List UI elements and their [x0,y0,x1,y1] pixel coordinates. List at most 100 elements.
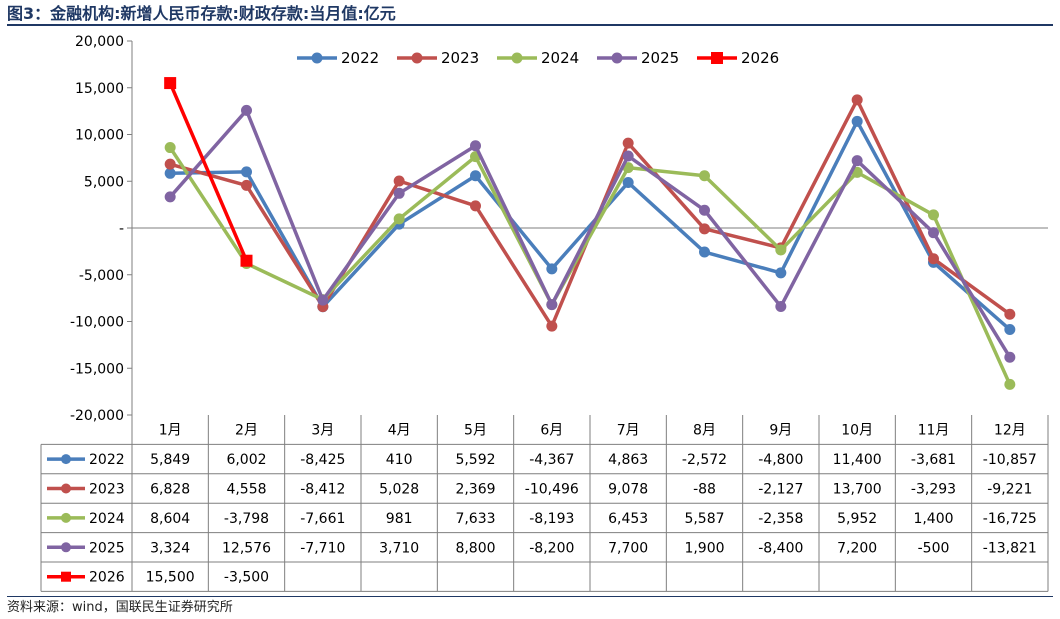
point-marker-2023 [928,253,939,265]
table-key-marker-2023 [61,483,71,494]
point-marker-2023 [470,200,481,212]
table-cell-2025: 12,576 [222,540,271,556]
point-marker-2023 [164,158,176,170]
legend-label-2026: 2026 [741,49,779,67]
table-row-header-2022: 2022 [89,452,125,468]
table-cell-2025: -8,200 [529,540,574,556]
x-tick-label: 8月 [693,423,716,439]
point-marker-2023 [546,320,558,332]
table-cell-2022: 5,849 [150,452,190,468]
table-cell-2026: -3,500 [224,570,269,586]
table-key-marker-2025 [61,542,71,553]
table-row-header-2026: 2026 [89,570,125,586]
x-tick-label: 7月 [617,423,640,439]
table-cell-2024: -2,358 [758,511,803,527]
y-tick-label: -10,000 [70,315,124,331]
table-cell-2025: 7,700 [608,540,648,556]
legend-marker-2024 [511,52,523,64]
series-line-2026 [168,82,249,262]
table-cell-2023: 6,828 [150,482,190,498]
point-marker-2024 [164,142,176,154]
point-marker-2022 [470,170,481,182]
table-cell-2024: -3,798 [224,511,269,527]
table-cell-2024: 8,604 [150,511,190,527]
table-cell-2023: -2,127 [758,482,803,498]
x-tick-label: 11月 [918,423,950,439]
table-cell-2025: -13,821 [983,540,1037,556]
table-cell-2023: -9,221 [987,482,1032,498]
table-cell-2022: -4,367 [529,452,574,468]
y-tick-label: -20,000 [70,408,124,424]
table-cell-2025: 8,800 [455,540,495,556]
point-marker-2025 [699,204,710,216]
x-tick-label: 1月 [159,423,182,439]
table-cell-2024: 981 [386,511,413,527]
point-marker-2025 [546,299,558,311]
table-cell-2025: -500 [918,540,950,556]
table-cell-2023: 5,028 [379,482,419,498]
point-marker-2025 [164,191,176,203]
table-row-header-2025: 2025 [89,540,125,556]
legend-marker-2026 [711,52,723,64]
point-marker-2024 [393,213,405,225]
point-marker-2022 [241,166,252,178]
table-cell-2024: 1,400 [913,511,953,527]
y-tick-label: 5,000 [84,174,124,190]
table-cell-2022: 11,400 [833,452,882,468]
point-marker-2022 [851,115,863,127]
series-line-2023 [169,98,1011,328]
point-marker-2026 [164,77,177,90]
point-marker-2024 [699,170,710,182]
x-tick-label: 12月 [994,423,1026,439]
table-cell-2024: 6,453 [608,511,648,527]
table-row-header-2024: 2024 [89,511,125,527]
x-tick-label: 6月 [540,423,563,439]
table-cell-2025: 3,324 [150,540,190,556]
point-marker-2022 [546,263,558,275]
table-key-marker-2024 [61,512,71,523]
y-tick-label: 10,000 [75,128,124,144]
point-marker-2023 [393,175,405,187]
y-tick-label: 20,000 [75,34,124,50]
point-marker-2022 [699,246,710,258]
x-tick-label: 9月 [769,423,792,439]
point-marker-2023 [241,179,252,191]
table-cell-2025: 3,710 [379,540,419,556]
series-line-2025 [168,108,1012,359]
table-cell-2024: -8,193 [529,511,574,527]
table-cell-2022: -3,681 [911,452,956,468]
table-cell-2024: 7,633 [455,511,495,527]
point-marker-2022 [1004,324,1016,336]
table-cell-2022: 5,592 [455,452,495,468]
table-key-marker-2022 [61,454,71,465]
point-marker-2023 [699,223,710,235]
point-marker-2025 [928,227,939,239]
point-marker-2023 [1004,308,1016,320]
table-cell-2023: 4,558 [226,482,266,498]
x-tick-label: 10月 [841,423,873,439]
point-marker-2025 [622,150,634,162]
point-marker-2023 [622,137,634,149]
x-tick-label: 2月 [235,423,258,439]
point-marker-2026 [240,254,253,267]
point-marker-2025 [317,294,329,306]
table-cell-2023: -8,412 [300,482,345,498]
x-tick-label: 3月 [311,423,334,439]
table-cell-2023: 9,078 [608,482,648,498]
table-cell-2022: -4,800 [758,452,803,468]
legend-label-2022: 2022 [341,49,379,67]
point-marker-2025 [470,140,481,152]
table-cell-2022: -8,425 [300,452,345,468]
table-cell-2025: -8,400 [758,540,803,556]
x-tick-label: 4月 [388,423,411,439]
legend-marker-2023 [411,52,423,64]
legend-label-2025: 2025 [641,49,679,67]
table-cell-2022: -10,857 [983,452,1037,468]
point-marker-2023 [851,94,863,106]
point-marker-2022 [164,167,176,179]
y-tick-label: -5,000 [79,268,124,284]
table-cell-2022: -2,572 [682,452,727,468]
table-cell-2022: 410 [386,452,413,468]
point-marker-2022 [775,267,787,279]
table-key-marker-2026 [61,571,71,582]
